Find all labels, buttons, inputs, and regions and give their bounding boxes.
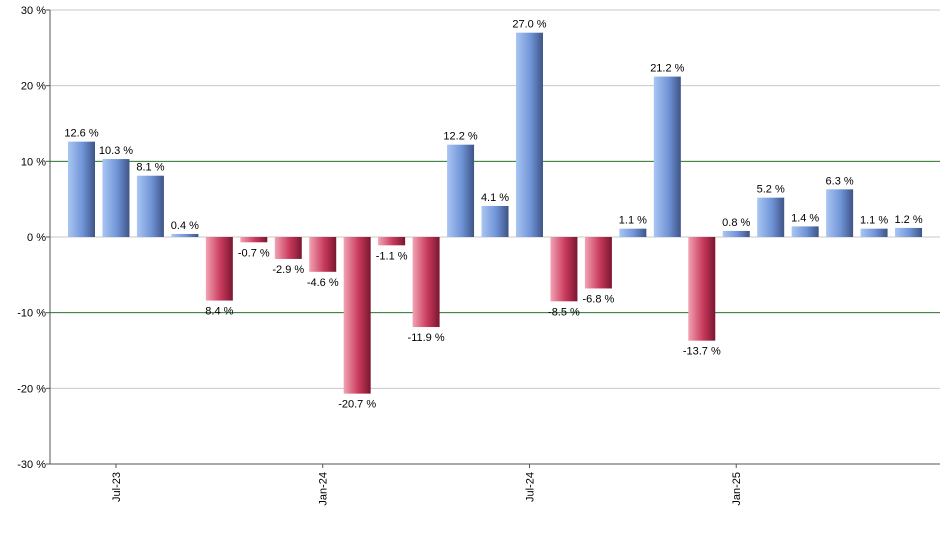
x-tick-label: Jul-24	[524, 472, 536, 502]
bar	[826, 189, 854, 237]
bar-value-label: 1.2 %	[894, 214, 922, 226]
bar-value-label: -13.7 %	[683, 346, 721, 358]
bar-value-label: 21.2 %	[650, 63, 684, 75]
y-tick-label: -20 %	[17, 383, 46, 395]
bar-value-label: 12.6 %	[64, 128, 98, 140]
bar	[584, 237, 612, 289]
bar	[653, 76, 681, 237]
bar	[136, 175, 164, 237]
bar-value-label: 1.4 %	[791, 212, 819, 224]
bar	[102, 159, 130, 237]
y-tick-label: -30 %	[17, 459, 46, 471]
bar	[860, 228, 888, 237]
bar-value-label: 27.0 %	[512, 19, 546, 31]
bar	[447, 144, 475, 237]
bar	[688, 237, 716, 341]
bar	[722, 230, 750, 237]
bar	[895, 227, 923, 237]
bar-value-label: -11.9 %	[408, 332, 445, 344]
bar	[240, 237, 268, 243]
bar-value-label: -6.8 %	[583, 293, 615, 305]
bar-value-label: 4.1 %	[481, 192, 509, 204]
bar-value-label: 8.4 %	[205, 306, 233, 318]
bar-value-label: 8.1 %	[136, 162, 164, 174]
bar	[791, 226, 819, 237]
y-tick-label: 10 %	[21, 156, 46, 168]
bar	[515, 32, 543, 238]
bar	[205, 237, 233, 301]
bar-value-label: -8.5 %	[548, 306, 580, 318]
bar	[412, 237, 440, 328]
y-tick-label: 30 %	[21, 5, 46, 17]
bars	[68, 32, 923, 394]
bar	[68, 141, 95, 237]
threshold-lines	[50, 160, 940, 314]
bar-value-label: 6.3 %	[826, 175, 854, 187]
bar-value-label: 10.3 %	[99, 145, 133, 157]
bar	[274, 237, 302, 259]
axes	[46, 9, 940, 468]
bar	[619, 228, 647, 237]
bar-value-label: 0.4 %	[171, 220, 199, 232]
bar	[309, 237, 337, 272]
data-labels: 12.6 %10.3 %8.1 %0.4 %8.4 %-0.7 %-2.9 %-…	[64, 19, 922, 411]
bar	[550, 237, 578, 302]
bar	[171, 233, 199, 237]
bar-value-label: -0.7 %	[238, 247, 270, 259]
x-tick-label: Jul-23	[111, 472, 123, 502]
bar	[757, 197, 785, 237]
bar-value-label: 12.2 %	[443, 131, 477, 143]
bar-value-label: -1.1 %	[376, 250, 408, 262]
bar-value-label: 0.8 %	[722, 217, 750, 229]
bar	[481, 205, 509, 237]
y-axis-tick-labels: -30 % -20 % -10 % 0 % 10 % 20 % 30 %	[17, 5, 46, 471]
bar-value-label: 1.1 %	[619, 215, 647, 227]
bar-value-label: 5.2 %	[757, 184, 785, 196]
bar-value-label: 1.1 %	[860, 215, 888, 227]
y-tick-label: 0 %	[27, 232, 46, 244]
y-tick-label: 20 %	[21, 81, 46, 93]
bar	[343, 237, 371, 394]
x-tick-label: Jan-25	[731, 472, 743, 506]
bar-value-label: -20.7 %	[338, 399, 376, 411]
x-tick-label: Jan-24	[318, 472, 330, 506]
bar	[378, 237, 406, 246]
bar-value-label: -4.6 %	[307, 277, 339, 289]
bar-value-label: -2.9 %	[272, 264, 304, 276]
x-axis-tick-labels: Jul-23 Jan-24 Jul-24 Jan-25	[111, 472, 743, 506]
y-tick-label: -10 %	[17, 308, 46, 320]
